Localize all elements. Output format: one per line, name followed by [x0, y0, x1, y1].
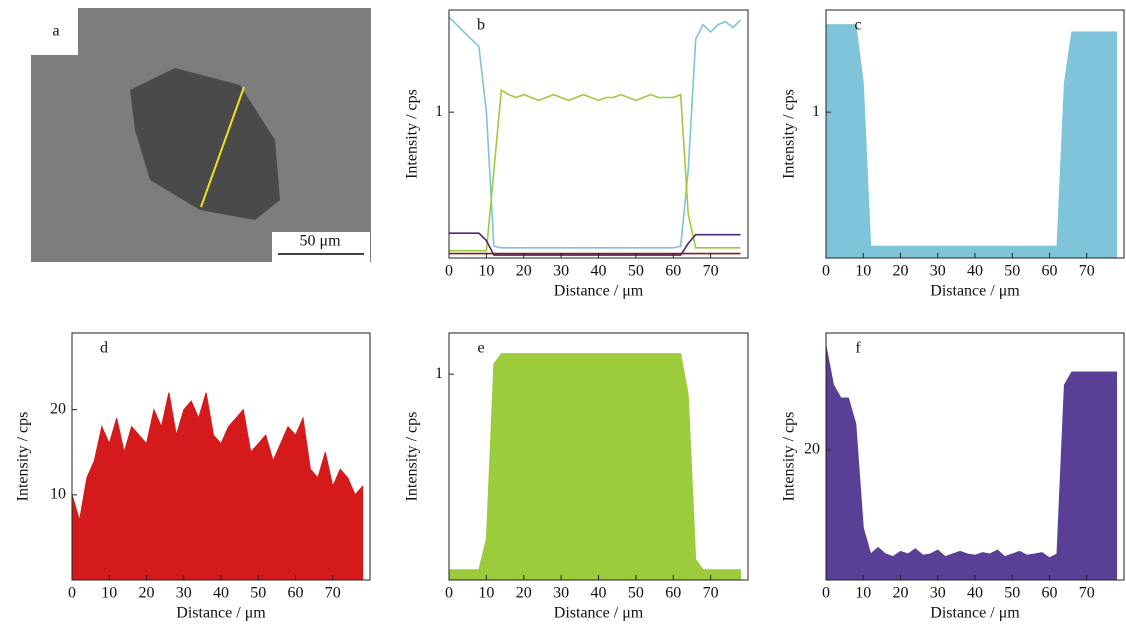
label-box: [31, 8, 78, 55]
x-tick-label: 40: [591, 263, 607, 280]
x-axis-label: Distance / μm: [930, 283, 1020, 300]
y-tick-label: 20: [50, 400, 66, 417]
x-tick-label: 30: [930, 585, 946, 602]
x-tick-label: 20: [893, 263, 909, 280]
area: [448, 353, 741, 581]
x-tick-label: 0: [822, 263, 830, 280]
x-tick-label: 40: [591, 585, 607, 602]
line: [449, 232, 741, 256]
x-tick-label: 50: [1004, 263, 1020, 280]
plot-frame: [448, 9, 749, 259]
y-tick-label: 10: [50, 485, 66, 502]
panel-label: a: [52, 23, 59, 40]
scale-box: [272, 232, 370, 262]
y-axis-label: Intensity / cps: [404, 89, 421, 179]
x-tick-label: 30: [553, 263, 569, 280]
x-tick-label: 70: [703, 585, 719, 602]
x-tick-label: 10: [855, 585, 871, 602]
x-tick-label: 70: [325, 585, 341, 602]
x-tick-label: 60: [1042, 585, 1058, 602]
y-tick-label: 1: [435, 365, 443, 382]
x-tick-label: 50: [628, 263, 644, 280]
panel-label: c: [854, 17, 861, 34]
area: [825, 345, 1117, 581]
grain: [130, 68, 280, 220]
panel-label: b: [477, 17, 485, 34]
x-tick-label: 60: [665, 585, 681, 602]
scan-line: [200, 86, 245, 208]
scale-label: 50 μm: [299, 233, 341, 250]
x-tick-label: 20: [893, 585, 909, 602]
line: [448, 16, 742, 249]
y-axis-label: Intensity / cps: [15, 412, 32, 502]
x-axis-label: Distance / μm: [176, 605, 266, 622]
x-tick-label: 50: [1004, 585, 1020, 602]
x-tick-label: 60: [1042, 263, 1058, 280]
x-tick-label: 10: [101, 585, 117, 602]
y-tick-label: 1: [812, 103, 820, 120]
x-tick-label: 0: [445, 263, 453, 280]
x-tick-label: 0: [822, 585, 830, 602]
x-tick-label: 70: [1079, 585, 1095, 602]
x-tick-label: 60: [665, 263, 681, 280]
x-tick-label: 70: [703, 263, 719, 280]
x-tick-label: 40: [967, 263, 983, 280]
x-tick-label: 20: [516, 585, 532, 602]
x-tick-label: 10: [478, 263, 494, 280]
y-tick-label: 1: [435, 103, 443, 120]
x-axis-label: Distance / μm: [930, 605, 1020, 622]
y-axis-label: Intensity / cps: [404, 412, 421, 502]
panel-label: f: [855, 340, 861, 357]
x-axis-label: Distance / μm: [554, 605, 644, 622]
x-tick-label: 20: [516, 263, 532, 280]
sem-image-panel: 50 μm a: [31, 8, 371, 262]
y-tick-label: 20: [804, 441, 820, 458]
x-axis-label: Distance / μm: [554, 283, 644, 300]
x-tick-label: 30: [553, 585, 569, 602]
x-tick-label: 30: [930, 263, 946, 280]
x-tick-label: 60: [288, 585, 304, 602]
x-tick-label: 50: [250, 585, 266, 602]
x-tick-label: 20: [139, 585, 155, 602]
panel-label: d: [100, 340, 108, 357]
x-tick-label: 10: [478, 585, 494, 602]
x-tick-label: 30: [176, 585, 192, 602]
y-axis-label: Intensity / cps: [781, 89, 798, 179]
y-axis-label: Intensity / cps: [781, 412, 798, 502]
panel-label: e: [477, 340, 484, 357]
x-tick-label: 50: [628, 585, 644, 602]
area: [71, 392, 364, 581]
x-tick-label: 40: [967, 585, 983, 602]
x-tick-label: 70: [1079, 263, 1095, 280]
x-tick-label: 0: [68, 585, 76, 602]
x-tick-label: 0: [445, 585, 453, 602]
area: [825, 24, 1117, 259]
x-tick-label: 40: [213, 585, 229, 602]
x-tick-label: 10: [855, 263, 871, 280]
line: [449, 88, 741, 252]
